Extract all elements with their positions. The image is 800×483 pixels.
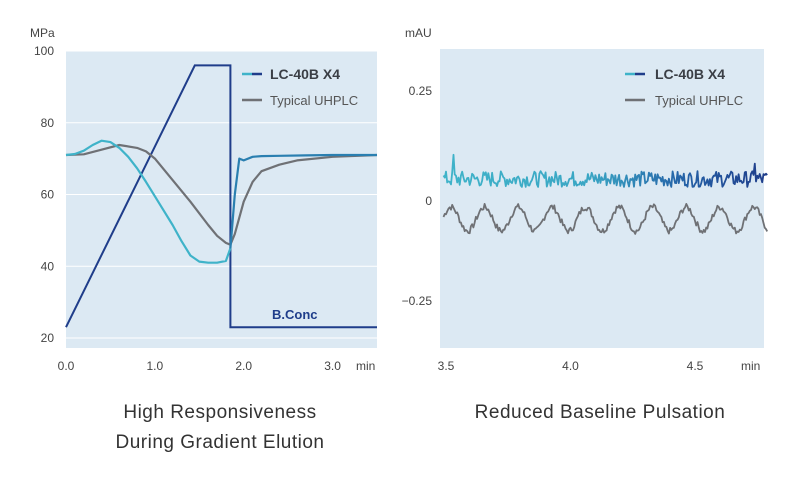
chart-right-x-unit: min — [741, 359, 760, 373]
chart-left-y-tick-label: 20 — [41, 331, 55, 345]
chart-left-x-unit: min — [356, 359, 375, 373]
chart-right-series-typical-uhplc — [442, 203, 768, 235]
chart-left-series-lc40b-recovery — [229, 153, 377, 249]
legend-right-label-typical: Typical UHPLC — [655, 93, 743, 108]
chart-left-series-bconc — [65, 64, 377, 329]
chart-left-x-tick-label: 1.0 — [147, 359, 164, 373]
chart-right-y-tick-label: −0.25 — [402, 294, 433, 308]
chart-left-x-tick-label: 3.0 — [324, 359, 341, 373]
chart-right-y-tick-label: 0.25 — [409, 84, 433, 98]
legend-right-label-lc40b: LC-40B X4 — [655, 66, 725, 82]
chart-right: 0.25 0 −0.25 3.5 4.0 4.5 mAU min LC-40B X4 T… — [402, 26, 768, 373]
chart-left-x-ticks: 0.0 1.0 2.0 3.0 — [58, 359, 342, 373]
legend-left-label-lc40b: LC-40B X4 — [270, 66, 340, 82]
chart-left-y-tick-label: 80 — [41, 116, 55, 130]
chart-left-plot-area — [66, 51, 377, 348]
chart-left-caption-line-2: During Gradient Elution — [115, 432, 325, 453]
chart-left-x-tick-label: 2.0 — [235, 359, 252, 373]
chart-right-caption: Reduced Baseline Pulsation — [430, 398, 770, 428]
chart-right-x-ticks: 3.5 4.0 4.5 — [438, 359, 704, 373]
chart-right-plot-area — [440, 49, 764, 348]
chart-left-series — [65, 64, 378, 329]
chart-left-series-lc40b-rise — [65, 139, 232, 264]
chart-left-caption: High Responsiveness During Gradient Elut… — [60, 398, 380, 458]
chart-right-y-ticks: 0.25 0 −0.25 — [402, 84, 433, 308]
chart-left-y-tick-label: 40 — [41, 259, 55, 273]
chart-right-series-lc40b — [442, 153, 768, 188]
chart-left-legend: LC-40B X4 Typical UHPLC — [242, 66, 358, 108]
chart-left-gridlines — [66, 50, 377, 339]
chart-right-caption-line-1: Reduced Baseline Pulsation — [474, 402, 726, 423]
chart-right-y-unit: mAU — [405, 26, 432, 40]
legend-left-label-typical: Typical UHPLC — [270, 93, 358, 108]
chart-left-y-tick-label: 60 — [41, 188, 55, 202]
chart-right-x-tick-label: 4.5 — [687, 359, 704, 373]
chart-right-series — [442, 153, 768, 235]
chart-left-y-unit: MPa — [30, 26, 55, 40]
chart-right-x-tick-label: 3.5 — [438, 359, 455, 373]
chart-left-x-tick-label: 0.0 — [58, 359, 75, 373]
chart-left-y-ticks: 20 40 60 80 100 — [34, 44, 54, 345]
chart-right-x-tick-label: 4.0 — [562, 359, 579, 373]
chart-left-annotation-bconc: B.Conc — [272, 307, 318, 322]
chart-right-y-tick-label: 0 — [425, 194, 432, 208]
chart-right-legend: LC-40B X4 Typical UHPLC — [625, 66, 743, 108]
chart-left-y-tick-label: 100 — [34, 44, 54, 58]
chart-left-series-typical-uhplc — [65, 143, 378, 246]
chart-left-caption-line-1: High Responsiveness — [123, 402, 317, 423]
